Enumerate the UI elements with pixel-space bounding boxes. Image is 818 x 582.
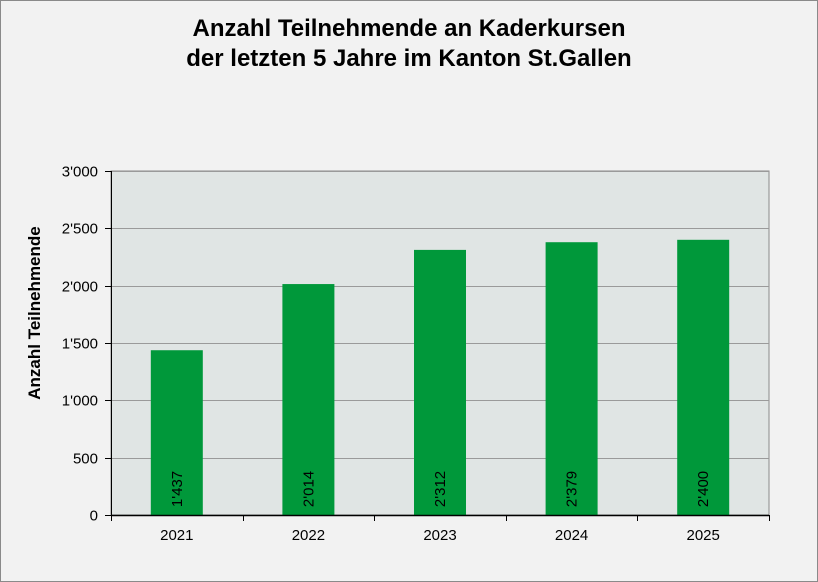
data-label-2023: 2'312 [432, 471, 449, 507]
bars [150, 239, 730, 516]
y-tick-label: 2'500 [62, 221, 98, 238]
x-tick-label: 2023 [423, 527, 456, 544]
y-axis-label: Anzahl Teilnehmende [25, 226, 44, 400]
y-tick-label: 1'000 [62, 393, 98, 410]
x-tick-labels: 2021 2022 2023 2024 2025 [160, 527, 720, 544]
x-tick-label: 2025 [687, 527, 720, 544]
bar-2025 [677, 239, 730, 516]
data-label-2022: 2'014 [300, 471, 317, 507]
x-tick-label: 2022 [292, 527, 325, 544]
x-tick-label: 2024 [555, 527, 588, 544]
chart-title-line-2: der letzten 5 Jahre im Kanton St.Gallen [186, 45, 632, 72]
data-label-2021: 1'437 [169, 471, 186, 507]
bar-2022 [282, 284, 335, 515]
bar-2023 [414, 249, 466, 515]
data-label-2024: 2'379 [564, 471, 581, 507]
y-tick-label: 1'500 [62, 336, 98, 353]
y-tick-label: 500 [73, 451, 98, 468]
bar-2021 [150, 350, 203, 515]
axes [105, 171, 770, 521]
data-labels: 1'437 2'014 2'312 2'379 2'400 [169, 471, 712, 507]
data-label-2025: 2'400 [695, 471, 712, 507]
y-tick-label: 3'000 [62, 164, 98, 181]
y-tick-labels: 0 500 1'000 1'500 2'000 2'500 3'000 [62, 164, 98, 525]
y-tick-label: 2'000 [62, 279, 98, 296]
y-tick-label: 0 [90, 508, 98, 525]
chart-title-line-1: Anzahl Teilnehmende an Kaderkursen [192, 15, 626, 42]
x-tick-label: 2021 [160, 527, 193, 544]
bar-2024 [545, 242, 598, 515]
chart-title: Anzahl Teilnehmende an Kaderkursen der l… [0, 14, 818, 74]
